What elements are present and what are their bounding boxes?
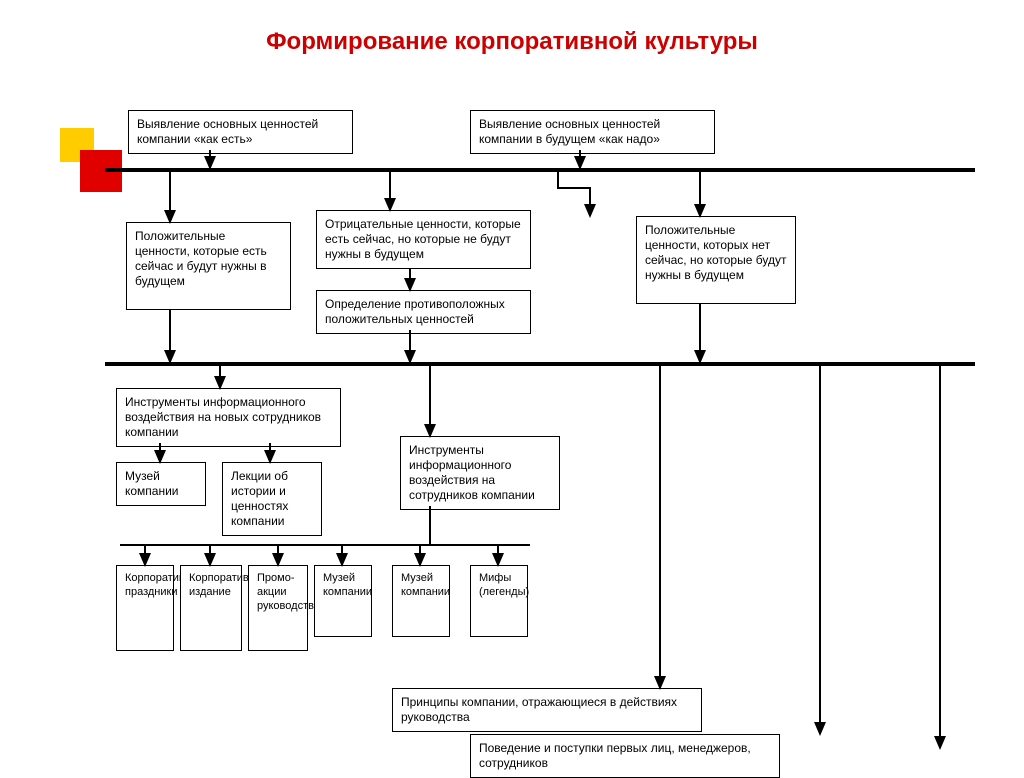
node-negative-values: Отрицательные ценности, которые есть сей… — [316, 210, 531, 269]
node-future-positive-values: Положительные ценности, которых нет сейч… — [636, 216, 796, 304]
node-company-museum-1: Музей компании — [116, 462, 206, 506]
node-corporate-holidays: Корпоративные праздники — [116, 565, 174, 651]
separator-bar-2 — [105, 362, 975, 366]
node-instruments-new-employees: Инструменты информационного воздействия … — [116, 388, 341, 447]
node-corporate-publication: Корпоративное издание — [180, 565, 242, 651]
node-identify-future-values: Выявление основных ценностей компании в … — [470, 110, 715, 154]
node-company-principles: Принципы компании, отражающиеся в действ… — [392, 688, 702, 732]
node-company-museum-3: Музей компании — [392, 565, 450, 637]
diagram-title: Формирование корпоративной культуры — [0, 28, 1024, 56]
node-lectures-history: Лекции об истории и ценностях компании — [222, 462, 322, 536]
node-positive-values: Положительные ценности, которые есть сей… — [126, 222, 291, 310]
node-instruments-employees: Инструменты информационного воздействия … — [400, 436, 560, 510]
node-myths-legends: Мифы (легенды) — [470, 565, 528, 637]
node-promo-actions: Промо-акции руководства — [248, 565, 308, 651]
node-opposite-positive-values: Определение противоположных положительны… — [316, 290, 531, 334]
separator-bar-1 — [105, 168, 975, 172]
node-leadership-behavior: Поведение и поступки первых лиц, менедже… — [470, 734, 780, 778]
node-identify-current-values: Выявление основных ценностей компании «к… — [128, 110, 353, 154]
node-company-museum-2: Музей компании — [314, 565, 372, 637]
